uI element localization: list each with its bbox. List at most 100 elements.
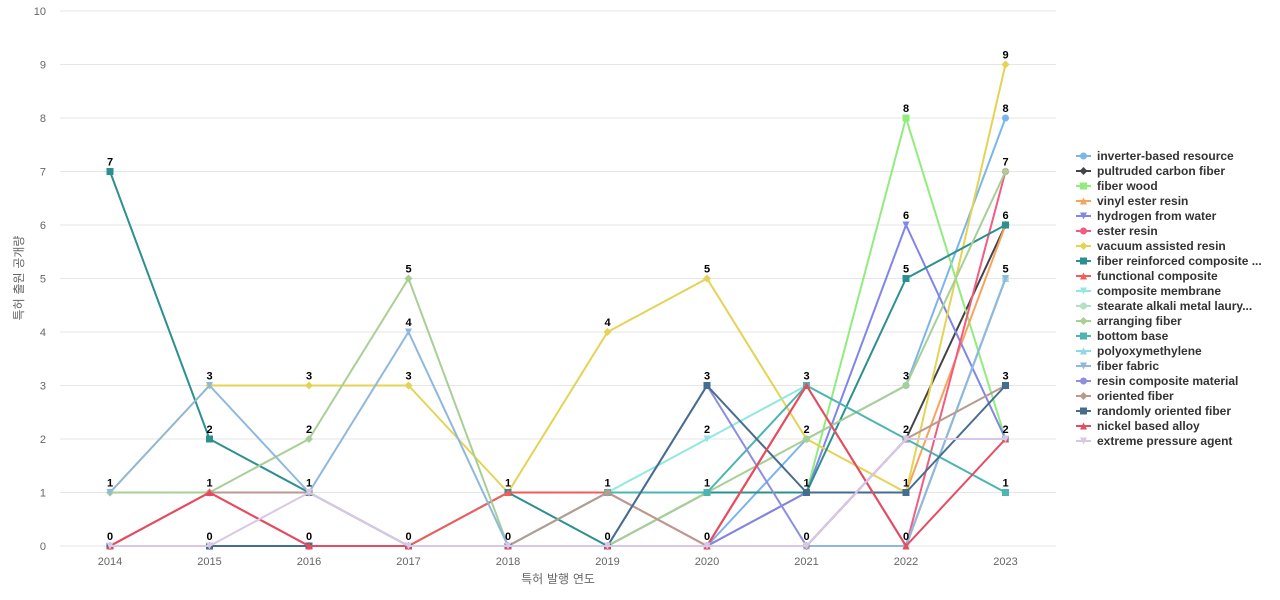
data-point (405, 542, 412, 550)
legend-marker (1079, 167, 1088, 175)
legend-label: inverter-based resource (1097, 149, 1234, 163)
legend-label: fiber fabric (1097, 359, 1159, 373)
legend-item[interactable]: fiber wood (1076, 179, 1158, 193)
legend-item[interactable]: nickel based alloy (1076, 419, 1200, 433)
legend-item[interactable]: resin composite material (1076, 374, 1238, 388)
series-line (110, 384, 1007, 547)
legend-item[interactable]: polyoxymethylene (1076, 344, 1202, 358)
legend-item[interactable]: ester resin (1076, 224, 1158, 238)
legend-item[interactable]: arranging fiber (1076, 314, 1182, 328)
data-label: 3 (903, 371, 909, 383)
data-label: 1 (604, 478, 610, 490)
data-point (603, 328, 612, 336)
x-tick-label: 2017 (396, 556, 420, 568)
legend-label: fiber wood (1097, 179, 1158, 193)
y-tick-label: 6 (40, 220, 46, 232)
series-line (109, 384, 1007, 547)
legend-item[interactable]: fiber reinforced composite ... (1076, 254, 1262, 268)
y-tick-label: 10 (34, 6, 46, 18)
legend-item[interactable]: pultruded carbon fiber (1076, 164, 1225, 178)
data-point (305, 489, 313, 496)
data-point (405, 328, 412, 336)
x-tick-label: 2021 (794, 556, 818, 568)
data-point (106, 168, 114, 175)
legend-label: polyoxymethylene (1097, 344, 1202, 358)
legend-marker (1080, 302, 1087, 310)
data-point (106, 489, 114, 496)
legend-item[interactable]: oriented fiber (1076, 389, 1174, 403)
y-tick-label: 2 (40, 434, 46, 446)
legend-marker (1080, 152, 1087, 160)
x-axis-ticks: 2014 2015 2016 2017 2018 2019 2020 2021 2022 2023 (98, 556, 1018, 568)
data-label: 9 (1002, 50, 1008, 62)
data-label: 3 (1002, 371, 1008, 383)
data-point (902, 542, 910, 550)
data-label: 8 (903, 103, 909, 115)
legend-item[interactable]: randomly oriented fiber (1076, 404, 1231, 418)
legend-label: resin composite material (1097, 374, 1238, 388)
data-labels: 7103210321054301041053210321086532109876… (107, 50, 1009, 544)
series-line (110, 438, 1006, 547)
legend-marker (1079, 242, 1088, 250)
y-tick-label: 4 (40, 327, 46, 339)
x-tick-label: 2022 (894, 556, 918, 568)
legend-label: pultruded carbon fiber (1097, 164, 1225, 178)
data-label: 3 (803, 371, 809, 383)
data-point (1002, 489, 1009, 496)
legend-item[interactable]: extreme pressure agent (1076, 434, 1232, 448)
data-label: 2 (803, 424, 809, 436)
legend-label: functional composite (1097, 269, 1218, 283)
y-tick-label: 3 (40, 381, 46, 393)
legend-item[interactable]: functional composite (1076, 269, 1218, 283)
data-point (305, 542, 313, 550)
series-line (109, 384, 1006, 547)
legend-marker (1080, 377, 1087, 385)
legend-label: hydrogen from water (1097, 209, 1217, 223)
legend-item[interactable]: inverter-based resource (1076, 149, 1234, 163)
data-label: 0 (704, 531, 710, 543)
data-point (1001, 60, 1010, 69)
data-label: 0 (604, 531, 610, 543)
legend-marker (1080, 437, 1087, 445)
data-label: 0 (903, 531, 909, 543)
data-label: 2 (206, 424, 212, 436)
data-point (404, 381, 413, 390)
legend-item[interactable]: vinyl ester resin (1076, 194, 1188, 208)
data-label: 0 (505, 531, 511, 543)
data-label: 2 (903, 424, 909, 436)
y-tick-label: 1 (40, 488, 46, 500)
data-point (902, 381, 910, 390)
legend-item[interactable]: composite membrane (1076, 284, 1221, 298)
data-label: 1 (704, 478, 710, 490)
y-tick-label: 9 (40, 60, 46, 72)
legend-marker (1080, 362, 1087, 370)
legend-item[interactable]: hydrogen from water (1076, 209, 1217, 223)
data-point (504, 489, 512, 496)
legend-marker (1079, 392, 1088, 400)
data-label: 5 (405, 264, 411, 276)
legend-marker (1080, 197, 1087, 205)
legend-label: ester resin (1097, 224, 1158, 238)
legend-label: vacuum assisted resin (1097, 239, 1226, 253)
legend-item[interactable]: stearate alkali metal laury... (1076, 299, 1252, 313)
data-label: 3 (206, 371, 212, 383)
x-tick-label: 2015 (197, 556, 221, 568)
data-label: 1 (1002, 478, 1008, 490)
data-point (206, 542, 213, 550)
legend-item[interactable]: vacuum assisted resin (1076, 239, 1226, 253)
legend-marker (1080, 257, 1087, 265)
legend-label: bottom base (1097, 329, 1169, 343)
series-17 (106, 382, 1009, 550)
legend-item[interactable]: bottom base (1076, 329, 1169, 343)
data-point (902, 275, 910, 282)
data-point (604, 542, 611, 550)
data-point (902, 114, 910, 122)
legend-label: oriented fiber (1097, 389, 1174, 403)
x-tick-label: 2016 (297, 556, 321, 568)
data-label: 2 (1002, 424, 1008, 436)
data-point (902, 435, 910, 443)
legend-item[interactable]: fiber fabric (1076, 359, 1159, 373)
data-label: 7 (1002, 157, 1008, 169)
data-point (404, 274, 413, 283)
data-label: 1 (803, 478, 809, 490)
